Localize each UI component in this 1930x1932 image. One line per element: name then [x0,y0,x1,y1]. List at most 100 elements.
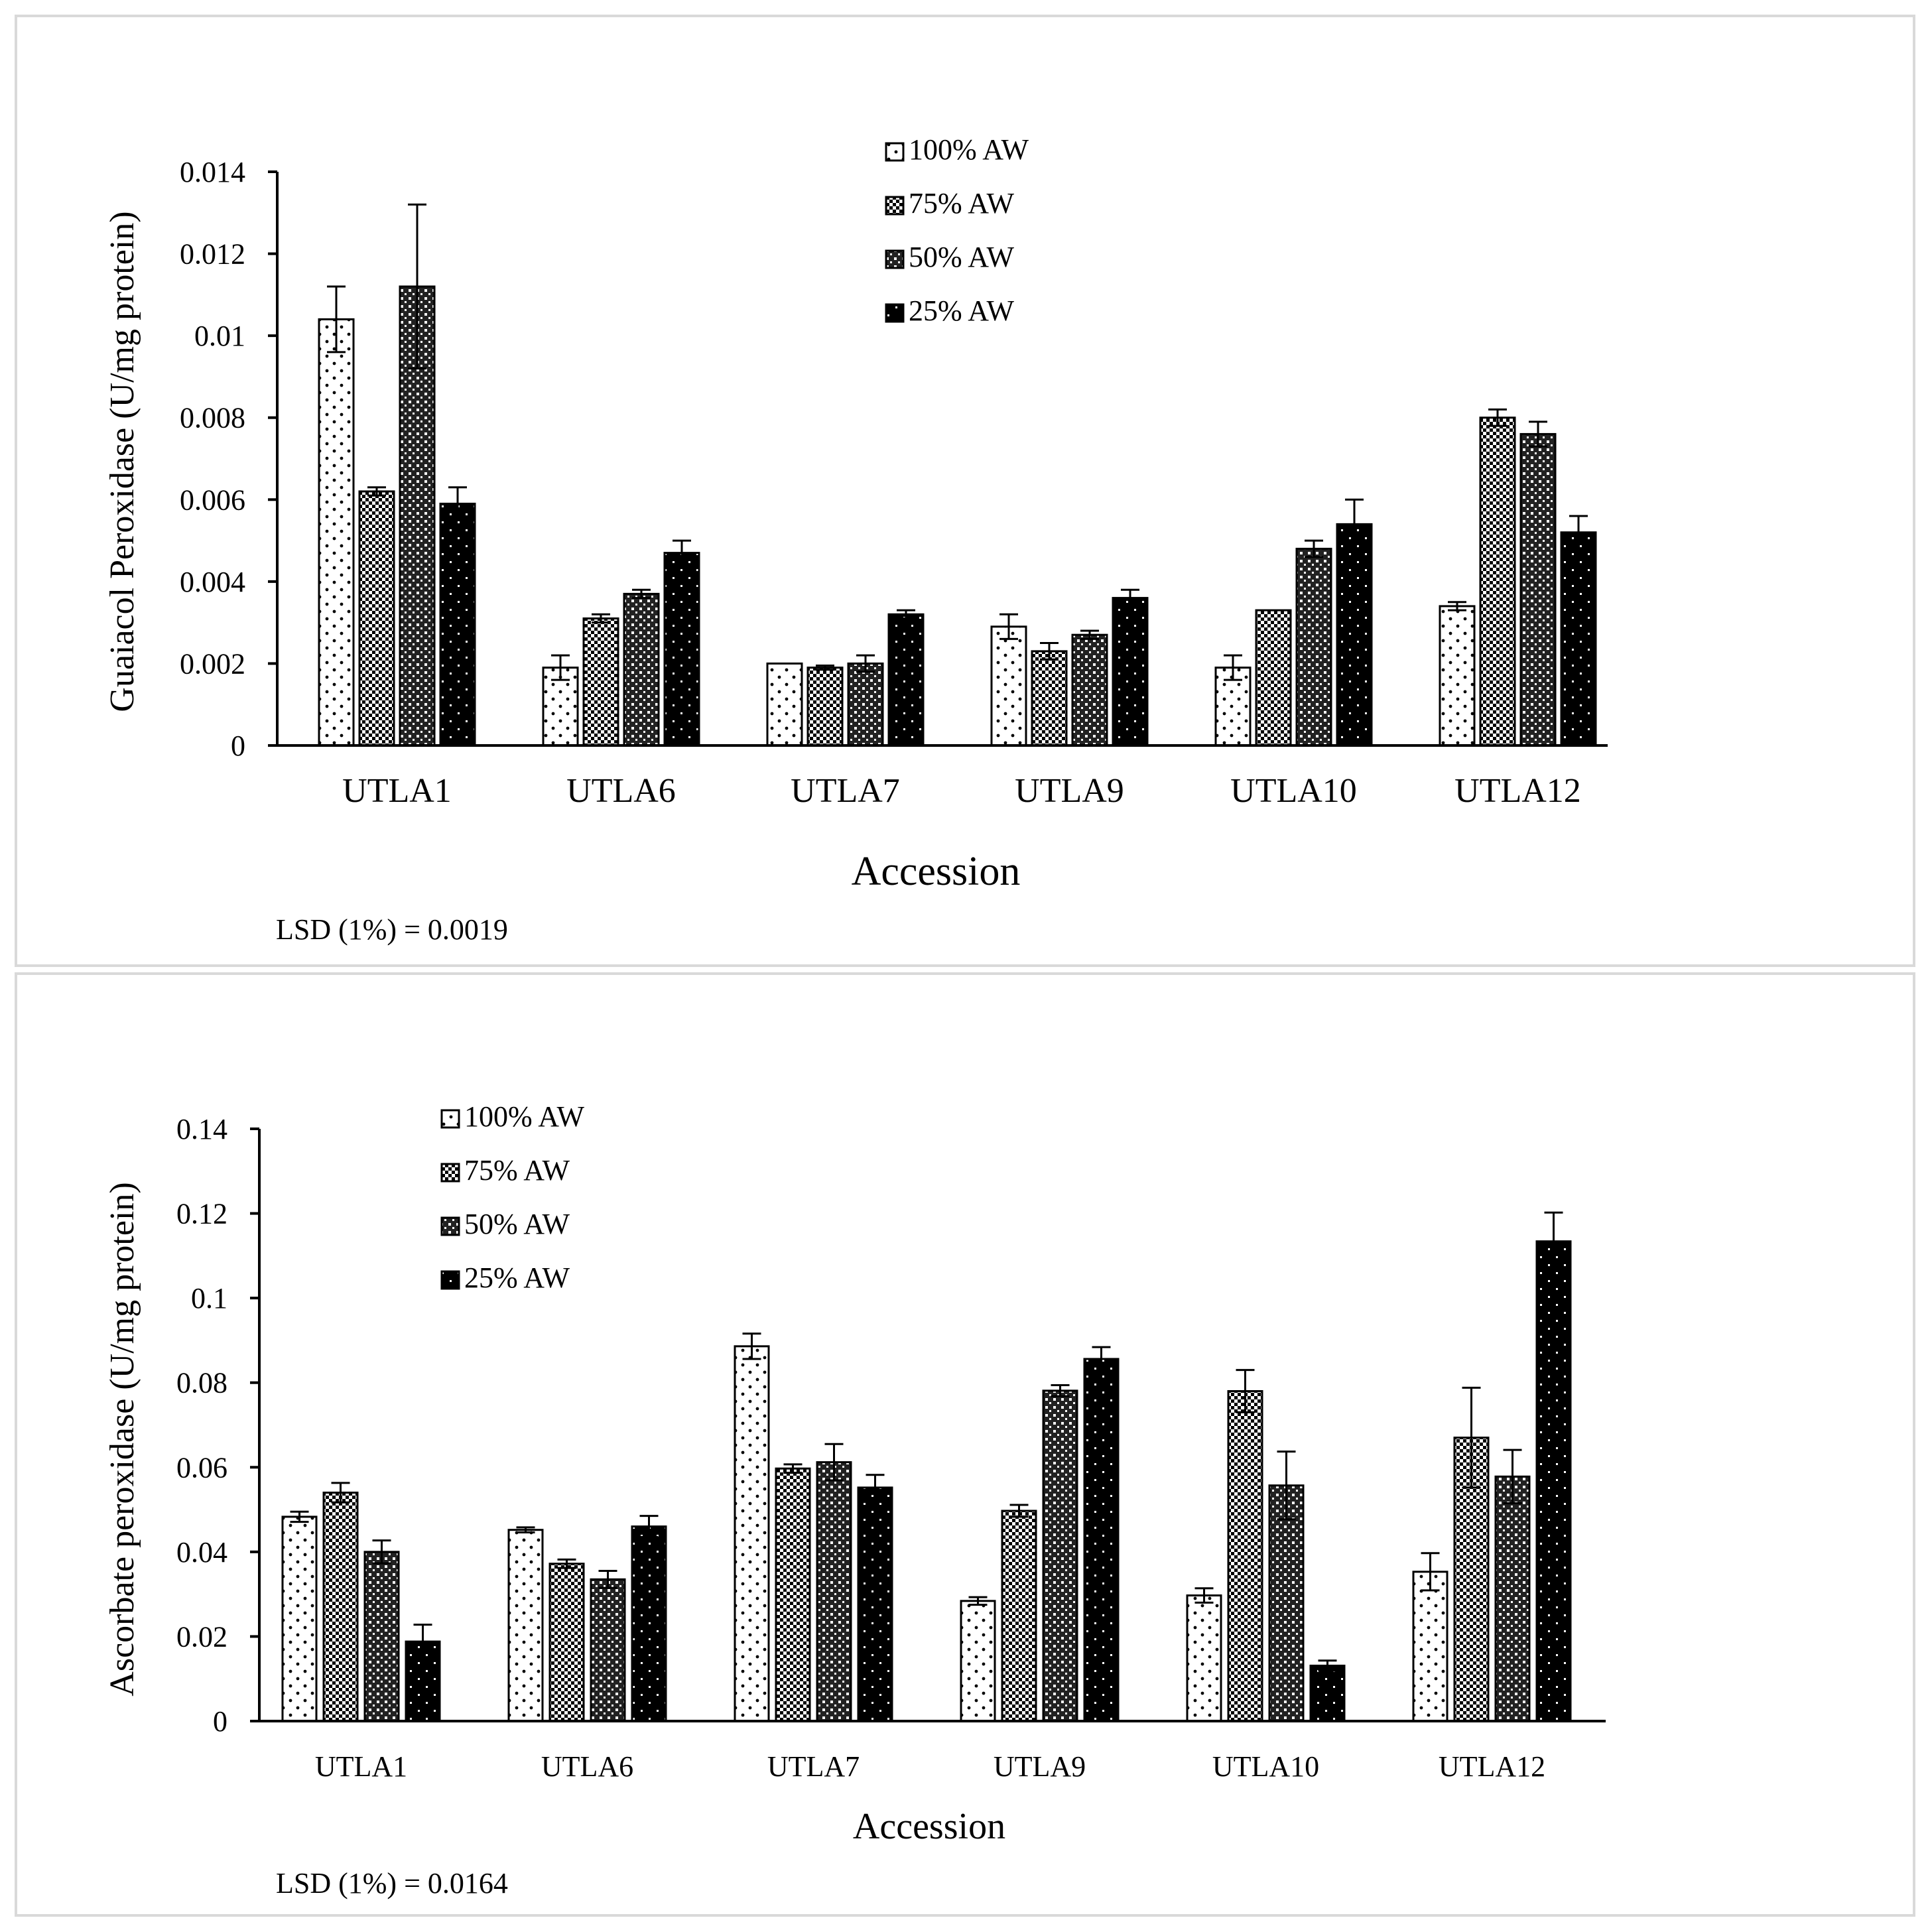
y-tick-label: 0.06 [176,1451,227,1484]
error-bar [448,486,467,521]
error-bar [999,613,1018,640]
bar-utla9-50aw [1042,1389,1078,1722]
error-bar [1236,1369,1255,1413]
x-tick-label: UTLA6 [541,1750,633,1783]
y-tick-label: 0.02 [176,1620,227,1653]
error-bar [290,1510,309,1523]
error-bar [1277,1450,1296,1521]
x-tick-label: UTLA12 [1439,1750,1545,1783]
bar-utla10-75aw [1227,1389,1263,1722]
error-bar [1080,629,1099,640]
legend-label: 50% AW [909,241,1014,273]
legend: 100% AW 75% AW 50% AW 25% AW [885,133,1029,327]
bar-utla7-25aw [887,613,925,747]
x-tick-label: UTLA10 [1230,772,1357,810]
bar-utla7-100aw [734,1345,770,1722]
y-tick-label: 0.006 [180,483,245,516]
error-bar [1051,1384,1070,1397]
legend-label: 75% AW [464,1154,570,1187]
y-tick-label: 0.014 [180,156,245,188]
bar-utla6-75aw [582,617,619,747]
guaiacol-peroxidase-chart: 0 0.002 0.004 0.006 0.008 0.01 0.012 0.014 UTLA1… [103,133,1608,946]
error-bar [1421,1552,1440,1592]
bar-utla6-25aw [663,552,700,747]
bar-utla6-50aw [590,1578,626,1722]
y-axis-title: Ascorbate peroxidase (U/mg protein) [103,1182,141,1696]
error-bar [1345,498,1364,550]
error-bar [1544,1211,1563,1271]
error-bar [897,609,915,619]
lsd-note: LSD (1%) = 0.0019 [276,913,508,946]
error-bar [742,1332,761,1360]
y-tick-label: 0.01 [194,320,245,352]
y-axis-title: Guaiacol Peroxidase (U/mg protein) [103,211,141,712]
legend-swatch [885,196,905,216]
bar-utla10-100aw [1186,1594,1222,1722]
bar-utla6-75aw [548,1563,585,1722]
error-bar [1462,1386,1481,1489]
error-bar [1009,1504,1029,1518]
bar-utla1-75aw [322,1492,359,1722]
bar-utla12-75aw [1479,417,1516,747]
bar-utla12-25aw [1560,531,1597,747]
error-bar [516,1526,535,1534]
bar-utla1-100aw [281,1515,318,1722]
error-bar [824,1443,844,1482]
y-tick-label: 0.04 [176,1536,227,1569]
error-bar [1092,1346,1111,1372]
x-tick-label: UTLA1 [315,1750,407,1783]
x-tick-label: UTLA12 [1454,772,1581,810]
bar-utla12-50aw [1494,1475,1531,1722]
error-bar [372,1539,391,1565]
bar-utla10-50aw [1268,1484,1305,1722]
legend-swatch [440,1270,460,1290]
legend-swatch [440,1163,460,1183]
bar-utla9-75aw [1031,650,1068,747]
y-tick-label: 0.12 [176,1198,227,1230]
error-bar [783,1463,803,1474]
x-tick-label: UTLA1 [342,772,452,810]
chart-panel-guaiacol: 0 0.002 0.004 0.006 0.008 0.01 0.012 0.014 UTLA1… [15,15,1915,967]
legend: 100% AW 75% AW 50% AW 25% AW [440,1100,584,1294]
y-tick-label: 0.14 [176,1113,227,1145]
error-bar [331,1482,350,1504]
bar-utla6-25aw [631,1525,667,1722]
x-tick-label: UTLA6 [566,772,676,810]
x-tick-label: UTLA10 [1212,1750,1319,1783]
x-tick-label: UTLA7 [767,1750,860,1783]
error-bar [1503,1449,1522,1505]
legend-label: 25% AW [909,294,1014,327]
error-bar [1318,1659,1337,1672]
legend-label: 25% AW [464,1261,570,1294]
chart-panel-ascorbate: 0 0.02 0.04 0.06 0.08 0.1 0.12 0.14 UTLA1 UTLA6 UT… [15,972,1915,1917]
bar-utla12-100aw [1412,1571,1448,1722]
error-bar [1040,642,1059,661]
bar-utla1-25aw [439,502,476,747]
error-bar [408,203,426,370]
bar-utla10-50aw [1295,547,1332,747]
bar-utla9-100aw [960,1600,996,1722]
x-axis-title: Accession [852,849,1021,894]
bar-utla6-50aw [623,592,660,747]
error-bar [1569,515,1588,550]
ascorbate-peroxidase-chart: 0 0.02 0.04 0.06 0.08 0.1 0.12 0.14 UTLA1 UTLA6 UT… [103,1100,1606,1900]
bar-utla1-100aw [318,318,355,747]
error-bar [1224,654,1242,681]
y-tick-label: 0 [213,1705,227,1738]
bar-utla9-25aw [1112,597,1149,747]
bar-utla9-50aw [1071,633,1108,747]
legend-swatch [885,249,905,269]
bar-utla12-100aw [1439,605,1476,747]
y-tick-label: 0.012 [180,238,245,271]
x-tick-label: UTLA9 [994,1750,1086,1783]
error-bar [673,539,691,566]
bar-utla1-75aw [358,490,395,747]
error-bar [639,1515,659,1539]
x-tick-label: UTLA7 [791,772,900,810]
legend-swatch [440,1109,460,1129]
bar-utla1-50aw [363,1551,400,1722]
bar-utla9-100aw [990,625,1027,747]
error-bar [327,285,346,354]
error-bar [1194,1587,1214,1604]
lsd-note: LSD (1%) = 0.0164 [276,1867,508,1900]
